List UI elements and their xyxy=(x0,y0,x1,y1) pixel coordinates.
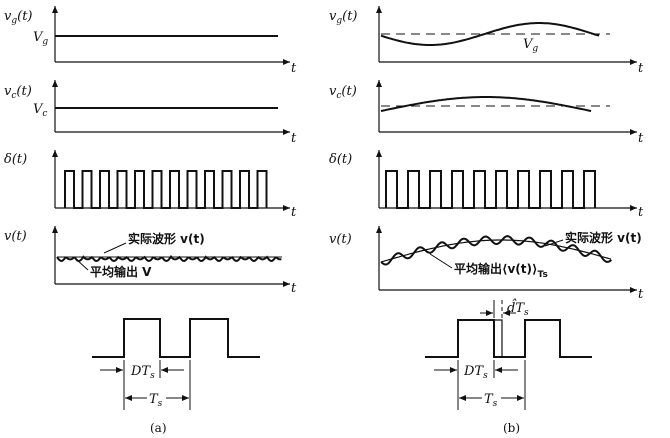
actual-leader-line xyxy=(544,239,564,247)
v-axis-label: v(t) xyxy=(329,232,352,247)
average-output-label: 平均输出⟨v(t)⟩Ts xyxy=(454,261,548,280)
actual-leader-line xyxy=(103,242,127,254)
vc-t-label: t xyxy=(638,131,644,146)
vg-t-label: t xyxy=(638,61,644,76)
dts-label: DTs xyxy=(463,364,488,381)
panel-b-vc-row: vc(t) t xyxy=(329,80,644,146)
timing-waveform xyxy=(92,318,260,358)
vg-sinusoid xyxy=(380,22,600,46)
vg-axis-label: vg(t) xyxy=(4,9,33,26)
actual-ripple-waveform xyxy=(56,254,282,263)
panel-a-vc-row: vc(t) Vc t xyxy=(4,80,297,146)
panel-b-vg-row: vg(t) Vg t xyxy=(329,6,644,76)
dts-label: DTs xyxy=(130,364,155,381)
perturbed-edge xyxy=(494,319,503,357)
average-output-curve xyxy=(380,239,612,263)
vc-level-label: Vc xyxy=(33,102,47,119)
panel-a: vg(t) Vg t vc(t) Vc t δ(t) t xyxy=(4,6,297,435)
timing-waveform xyxy=(425,319,592,358)
vc-axis-label: vc(t) xyxy=(4,84,32,101)
actual-waveform-label: 实际波形 v(t) xyxy=(565,230,642,245)
switching-pulse-train xyxy=(64,170,268,209)
average-leader-line xyxy=(429,253,453,269)
panel-b-caption: (b) xyxy=(503,421,520,435)
panel-b-timing-diagram: d̂Ts DTs Ts xyxy=(425,298,592,410)
v-t-label: t xyxy=(291,281,297,296)
panel-b-delta-row: δ(t) t xyxy=(329,150,644,220)
delta-t-label: t xyxy=(291,205,297,220)
panel-a-vg-row: vg(t) Vg t xyxy=(4,6,297,76)
ts-label: Ts xyxy=(149,392,163,409)
delta-axis-label: δ(t) xyxy=(4,152,27,167)
perturbation-label: d̂Ts xyxy=(507,298,529,318)
v-t-label: t xyxy=(638,287,644,302)
panel-a-caption: (a) xyxy=(150,421,167,435)
average-leader-line xyxy=(76,259,89,271)
vc-t-label: t xyxy=(291,131,297,146)
vg-level-label: Vg xyxy=(33,30,48,47)
delta-t-label: t xyxy=(638,205,644,220)
vc-curve xyxy=(380,96,592,112)
vg-axis-label: vg(t) xyxy=(329,9,358,26)
v-axis-label: v(t) xyxy=(4,229,27,244)
switching-pulse-train xyxy=(385,170,596,209)
vg-t-label: t xyxy=(291,61,297,76)
panel-a-delta-row: δ(t) t xyxy=(4,150,297,220)
panel-a-v-row: v(t) 实际波形 v(t) 平均输出 V t xyxy=(4,226,297,296)
delta-axis-label: δ(t) xyxy=(329,152,352,167)
actual-waveform-label: 实际波形 v(t) xyxy=(128,231,205,246)
ts-label: Ts xyxy=(484,392,498,409)
vc-axis-label: vc(t) xyxy=(329,84,357,101)
actual-ripple-waveform xyxy=(380,235,613,266)
panel-b: vg(t) Vg t vc(t) t δ(t) t xyxy=(329,6,644,435)
vg-level-label: Vg xyxy=(523,37,538,54)
panel-a-timing-diagram: DTs Ts xyxy=(92,318,260,410)
panel-b-v-row: v(t) 实际波形 v(t) 平均输出⟨v(t)⟩Ts t xyxy=(329,226,644,302)
average-output-label: 平均输出 V xyxy=(90,264,152,279)
